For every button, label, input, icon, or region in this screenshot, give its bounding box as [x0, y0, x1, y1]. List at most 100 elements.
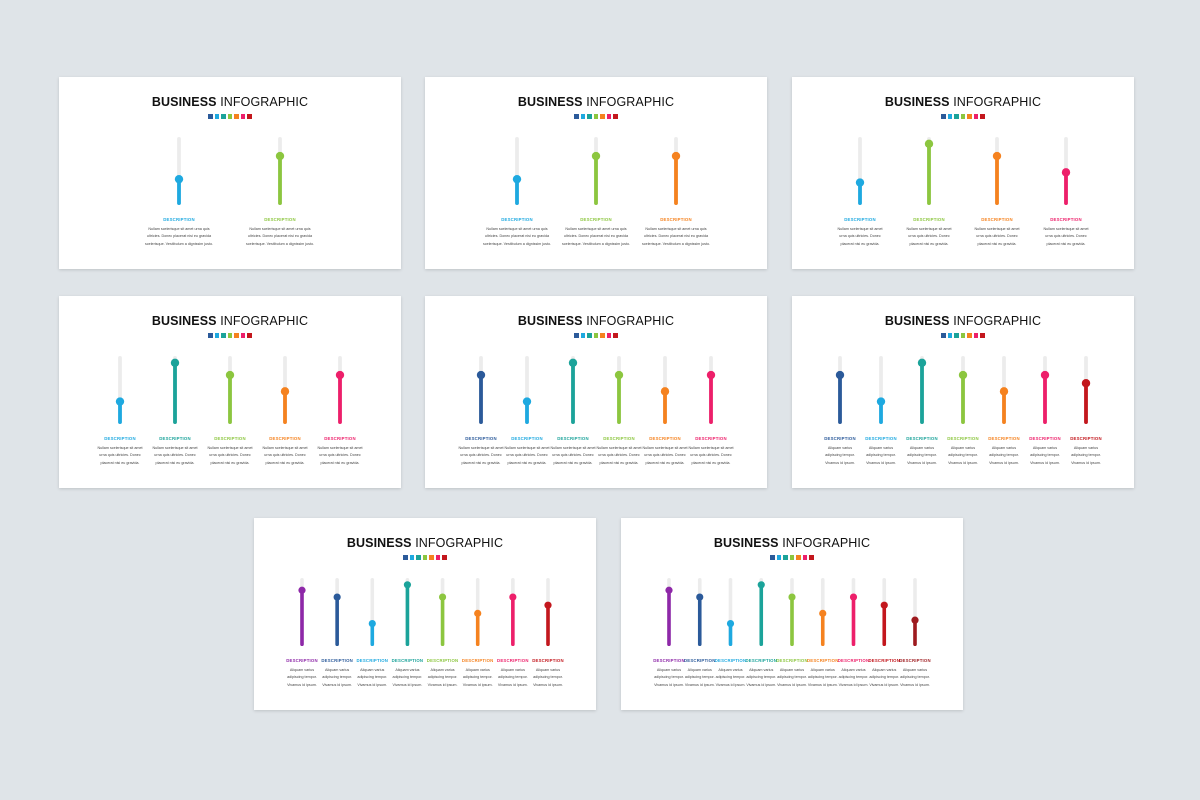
description-line: adipiscing tempor.	[866, 453, 896, 458]
bar-knob[interactable]	[591, 151, 601, 161]
description-line: Nullam scelerisque sit amet	[550, 446, 596, 450]
bar-knob[interactable]	[512, 174, 522, 184]
description-text: Nullam scelerisque sit amet urna quis ult…	[458, 445, 503, 467]
bar-knob[interactable]	[880, 601, 888, 609]
description-title: DESCRIPTION	[159, 436, 191, 441]
bar-knob[interactable]	[757, 581, 765, 589]
description-line: Aliquam varius	[950, 446, 976, 450]
description-text: Nullam scelerisque sit amet urna quis ult…	[562, 226, 630, 248]
description-line: scelerisque. Vestibulum a dignissim just…	[144, 241, 214, 246]
bar-knob[interactable]	[671, 151, 681, 161]
bar-knob[interactable]	[568, 358, 578, 367]
infographic-slide-7[interactable]: BUSINESS INFOGRAPHIC DESCRIPTION Aliquam …	[254, 518, 596, 710]
description-title: DESCRIPTION	[497, 658, 529, 663]
description-line: Vivamus id ipsum.	[1071, 460, 1101, 465]
palette-swatch	[606, 114, 612, 119]
bar-knob[interactable]	[876, 397, 886, 406]
bar-knob[interactable]	[438, 593, 447, 601]
description-line: Vivamus id ipsum.	[287, 682, 317, 687]
bar-knob[interactable]	[335, 370, 345, 380]
bar-knob[interactable]	[522, 397, 532, 406]
bar-knob[interactable]	[726, 619, 735, 628]
bar-knob[interactable]	[665, 586, 673, 594]
description-title: DESCRIPTION	[1029, 436, 1061, 441]
description-line: Nullam scelerisque sit amet	[642, 446, 688, 450]
bar-knob[interactable]	[924, 139, 934, 148]
bar-knob[interactable]	[911, 616, 919, 624]
bar-knob[interactable]	[855, 178, 865, 187]
infographic-slide-6[interactable]: BUSINESS INFOGRAPHIC DESCRIPTION Aliquam …	[792, 296, 1134, 488]
bar-knob[interactable]	[835, 370, 845, 380]
description-title: DESCRIPTION	[214, 436, 246, 441]
palette-swatch	[593, 114, 599, 119]
bar-knob[interactable]	[958, 370, 968, 380]
palette-swatch	[776, 555, 782, 560]
bar-knob[interactable]	[660, 387, 670, 396]
description-text: Aliquam varius adipiscing tempor. Vivamus …	[947, 445, 979, 467]
bar-knob[interactable]	[403, 581, 412, 589]
bar-knob[interactable]	[849, 593, 858, 601]
description-line: Vivamus id ipsum.	[392, 682, 423, 687]
bar-knob[interactable]	[115, 397, 125, 406]
description-line: Aliquam varius	[902, 668, 928, 672]
bar-knob[interactable]	[1040, 370, 1050, 380]
bar-knob[interactable]	[509, 593, 517, 601]
description-line: Aliquam varius	[868, 446, 894, 450]
bar-fill	[1084, 383, 1088, 424]
description-line: adipiscing tempor.	[907, 453, 937, 458]
description-text: Aliquam varius adipiscing tempor. Vivamus …	[715, 667, 747, 689]
bar-knob[interactable]	[544, 601, 552, 609]
bar-knob[interactable]	[992, 151, 1002, 161]
bar-fill	[300, 590, 304, 646]
infographic-slide-8[interactable]: BUSINESS INFOGRAPHIC DESCRIPTION Aliquam …	[621, 518, 963, 710]
description-title: DESCRIPTION	[913, 217, 945, 222]
description-title: DESCRIPTION	[683, 658, 716, 663]
bar-knob[interactable]	[298, 586, 306, 594]
infographic-slide-1[interactable]: BUSINESS INFOGRAPHIC DESCRIPTION Nullam s…	[59, 77, 401, 269]
bar-knob[interactable]	[917, 358, 927, 367]
bar-knob[interactable]	[170, 358, 180, 367]
infographic-slide-2[interactable]: BUSINESS INFOGRAPHIC DESCRIPTION Nullam s…	[425, 77, 767, 269]
description-line: Aliquam varius	[841, 668, 866, 672]
bar-knob[interactable]	[706, 370, 716, 380]
description-title: DESCRIPTION	[269, 436, 301, 441]
description-line: urna quis ultricies. Donec	[908, 234, 950, 239]
bar-knob[interactable]	[999, 387, 1009, 396]
bar-chart	[512, 137, 681, 205]
description-line: Vivamus id ipsum.	[948, 460, 978, 465]
bar-fill	[674, 156, 678, 205]
bar-knob[interactable]	[275, 151, 285, 161]
description-text: Nullam scelerisque sit amet urna quis ult…	[145, 226, 213, 248]
bar-knob[interactable]	[1081, 379, 1091, 388]
bar-knob[interactable]	[225, 370, 235, 380]
description-line: urna quis ultricies. Donec	[264, 453, 306, 458]
description-line: Vivamus id ipsum.	[746, 682, 777, 687]
bar-knob[interactable]	[696, 593, 704, 601]
infographic-slide-5[interactable]: BUSINESS INFOGRAPHIC DESCRIPTION Nullam s…	[425, 296, 767, 488]
slide-title-light: INFOGRAPHIC	[782, 536, 871, 550]
description-line: Vivamus id ipsum.	[533, 682, 563, 687]
description-title: DESCRIPTION	[264, 217, 296, 222]
description-title: DESCRIPTION	[865, 436, 897, 441]
bar-knob[interactable]	[1061, 168, 1071, 177]
bar-knob[interactable]	[368, 619, 376, 628]
bar-knob[interactable]	[788, 593, 796, 601]
bar-knob[interactable]	[476, 370, 486, 380]
infographic-slide-3[interactable]: BUSINESS INFOGRAPHIC DESCRIPTION Nullam s…	[792, 77, 1134, 269]
bar-knob[interactable]	[333, 593, 341, 601]
bar-knob[interactable]	[174, 174, 184, 184]
bar-fill	[335, 597, 339, 646]
bar-knob[interactable]	[280, 387, 290, 396]
description-block: DESCRIPTION Aliquam varius adipiscing temp…	[1029, 436, 1061, 467]
bar-knob[interactable]	[614, 370, 624, 380]
description-line: urna quis ultricies. Donec	[598, 453, 640, 458]
slide-title-light: INFOGRAPHIC	[586, 95, 675, 109]
bar-chart	[665, 578, 919, 646]
palette-swatch	[587, 114, 592, 119]
bar-knob[interactable]	[474, 609, 482, 617]
description-block: DESCRIPTION Nullam scelerisque sit amet ur…	[458, 436, 503, 467]
bar-fill	[173, 362, 177, 424]
bar-knob[interactable]	[819, 609, 827, 617]
description-line: adipiscing tempor.	[1071, 453, 1101, 458]
infographic-slide-4[interactable]: BUSINESS INFOGRAPHIC DESCRIPTION Nullam s…	[59, 296, 401, 488]
